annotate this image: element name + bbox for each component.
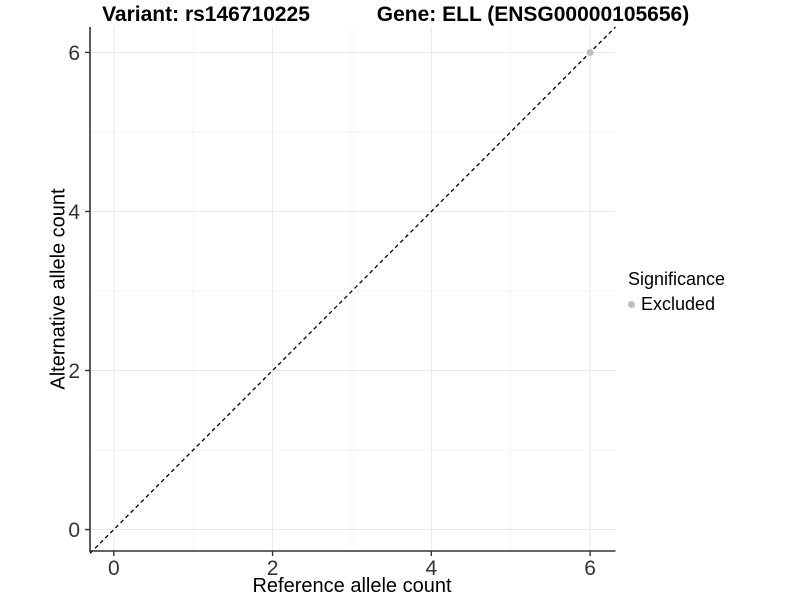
y-tick-label: 2	[68, 360, 80, 383]
identity-reference-line	[89, 26, 616, 554]
plot-title-gene: Gene: ELL (ENSG00000105656)	[376, 3, 690, 26]
legend-point-swatch	[628, 301, 635, 308]
plot-title-variant: Variant: rs146710225	[102, 3, 310, 26]
x-tick-label: 2	[267, 557, 279, 580]
y-tick-label: 4	[68, 201, 80, 224]
x-axis-label: Reference allele count	[252, 575, 452, 597]
legend-title: Significance	[628, 269, 726, 289]
legend-entry-excluded: Excluded	[628, 294, 725, 315]
x-tick-label: 4	[425, 557, 437, 580]
legend-entry-label: Excluded	[641, 294, 716, 314]
y-tick-label: 6	[68, 42, 80, 65]
legend: Significance Excluded	[628, 269, 725, 315]
x-tick-label: 6	[584, 557, 596, 580]
data-point	[586, 48, 594, 56]
x-tick-label: 0	[108, 557, 120, 580]
y-tick-label: 0	[68, 519, 80, 542]
